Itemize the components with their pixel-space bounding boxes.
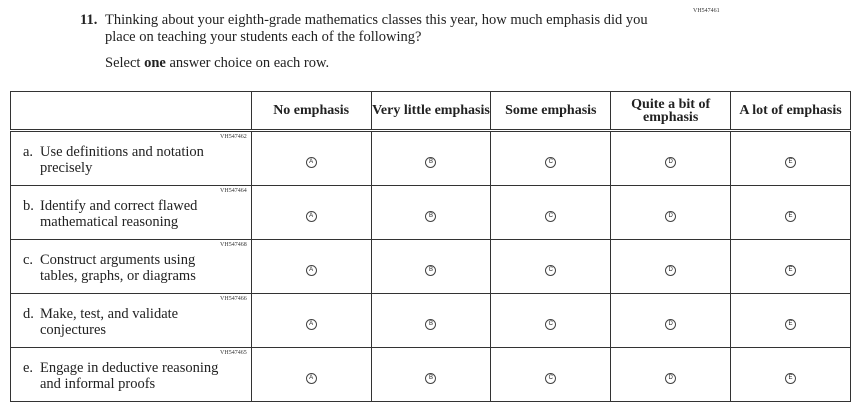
answer-bubble[interactable]: E [785,318,797,330]
item-label: a. Use definitions and notation precisely [11,140,251,176]
answer-cell: E [730,293,851,348]
answer-bubble[interactable]: C [545,318,557,330]
item-id: VH547465 [220,350,247,356]
answer-bubble[interactable]: C [545,372,557,384]
item-letter: c. [23,252,34,268]
answer-bubble[interactable]: D [665,264,677,276]
answer-cell: C [490,130,612,186]
table-row: VH547466 d. Make, test, and validate conjec… [10,293,851,348]
answer-bubble[interactable]: E [785,264,797,276]
answer-bubble[interactable]: E [785,210,797,222]
answer-bubble[interactable]: C [545,156,557,168]
question-id: VH547461 [693,8,720,14]
item-text-line1: Identify and correct flawed [40,198,198,214]
answer-cell: D [610,347,732,402]
row-label-cell: VH547462 a. Use definitions and notation pr… [10,130,252,186]
row-label-cell: VH547465 e. Engage in deductive reasoning a… [10,347,252,402]
answer-cell: D [610,293,732,348]
answer-bubble[interactable]: D [665,156,677,168]
response-grid: No emphasis Very little emphasis Some emph… [10,91,851,402]
instruction-bold: one [144,55,166,71]
table-row: VH547462 a. Use definitions and notation pr… [10,130,851,186]
item-label: e. Engage in deductive reasoning and infor… [11,356,251,392]
answer-cell: A [250,130,372,186]
answer-cell: C [490,347,612,402]
answer-cell: B [370,347,492,402]
header-blank [10,91,252,132]
item-text-line2: tables, graphs, or diagrams [40,268,196,284]
answer-cell: E [730,185,851,240]
answer-bubble[interactable]: C [545,210,557,222]
column-header: Some emphasis [490,91,612,132]
answer-cell: C [490,293,612,348]
answer-cell: B [370,293,492,348]
item-id: VH547468 [220,242,247,248]
answer-bubble[interactable]: C [545,264,557,276]
item-letter: d. [23,306,34,322]
answer-cell: A [250,185,372,240]
answer-bubble[interactable]: B [425,372,437,384]
column-header: Quite a bit of emphasis [610,91,732,132]
answer-cell: E [730,239,851,294]
column-header: Very little emphasis [370,91,492,132]
answer-cell: A [250,239,372,294]
answer-bubble[interactable]: B [425,156,437,168]
question-number: 11. [80,12,98,28]
answer-cell: D [610,130,732,186]
item-text-line1: Construct arguments using [40,252,196,268]
item-label: c. Construct arguments using tables, graph… [11,248,251,284]
answer-bubble[interactable]: B [425,264,437,276]
answer-bubble[interactable]: A [305,372,317,384]
item-text-line2: conjectures [40,322,107,338]
item-text-line2: precisely [40,160,93,176]
answer-cell: B [370,130,492,186]
answer-bubble[interactable]: B [425,318,437,330]
answer-bubble[interactable]: D [665,318,677,330]
answer-cell: C [490,239,612,294]
answer-cell: C [490,185,612,240]
row-label-cell: VH547466 d. Make, test, and validate conjec… [10,293,252,348]
instruction-pre: Select [105,55,145,71]
instruction-post: answer choice on each row. [165,55,330,71]
item-text-line1: Engage in deductive reasoning [40,360,219,376]
table-row: VH547468 c. Construct arguments using table… [10,239,851,294]
answer-bubble[interactable]: A [305,264,317,276]
item-letter: e. [23,360,34,376]
item-text-line1: Use definitions and notation [40,144,204,160]
answer-bubble[interactable]: A [305,318,317,330]
item-id: VH547462 [220,134,247,140]
item-id: VH547466 [220,296,247,302]
row-label-cell: VH547464 b. Identify and correct flawed mat… [10,185,252,240]
item-letter: b. [23,198,34,214]
item-label: d. Make, test, and validate conjectures [11,302,251,338]
answer-bubble[interactable]: D [665,372,677,384]
answer-cell: B [370,239,492,294]
answer-bubble[interactable]: A [305,156,317,168]
item-text-line2: mathematical reasoning [40,214,179,230]
answer-bubble[interactable]: E [785,156,797,168]
answer-cell: A [250,293,372,348]
answer-cell: E [730,347,851,402]
item-letter: a. [23,144,34,160]
answer-bubble[interactable]: D [665,210,677,222]
answer-cell: B [370,185,492,240]
answer-cell: E [730,130,851,186]
column-header: No emphasis [250,91,372,132]
answer-bubble[interactable]: A [305,210,317,222]
answer-bubble[interactable]: E [785,372,797,384]
item-label: b. Identify and correct flawed mathematica… [11,194,251,230]
question-text: Thinking about your eighth-grade mathema… [105,12,648,45]
row-label-cell: VH547468 c. Construct arguments using table… [10,239,252,294]
table-row: VH547464 b. Identify and correct flawed mat… [10,185,851,240]
instruction: Select one answer choice on each row. [105,55,329,72]
answer-cell: D [610,185,732,240]
item-id: VH547464 [220,188,247,194]
item-text-line1: Make, test, and validate [40,306,179,322]
table-row: VH547465 e. Engage in deductive reasoning a… [10,347,851,402]
answer-cell: D [610,239,732,294]
answer-bubble[interactable]: B [425,210,437,222]
item-text-line2: and informal proofs [40,376,156,392]
column-header: A lot of emphasis [730,91,851,132]
answer-cell: A [250,347,372,402]
